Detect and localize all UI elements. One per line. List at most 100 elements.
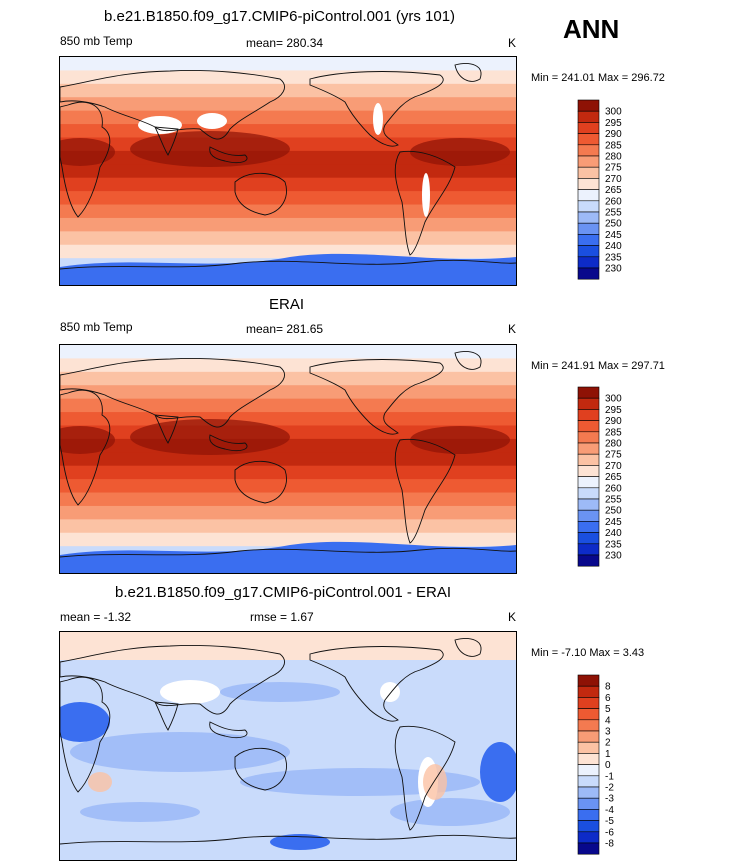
- panel-3-colorbar-tick-label: 8: [605, 682, 611, 693]
- panel-1-colorbar-tick-label: 230: [605, 264, 622, 275]
- panel-2-colorbar-box: [577, 521, 600, 533]
- panel-2-colorbar-tick-label: 285: [605, 427, 622, 438]
- panel-2-colorbar-tick-label: 245: [605, 517, 622, 528]
- panel-3-colorbar-box: [577, 730, 600, 743]
- panel-1-mean-label: mean= 280.34: [246, 36, 324, 50]
- panel-2-temperature-band: [60, 452, 516, 467]
- panel-3-coastline: [209, 721, 248, 739]
- panel-2-colorbar-box: [577, 476, 600, 489]
- panel-2-colorbar-tick-label: 230: [605, 551, 622, 562]
- panel-2-temperature-band: [60, 385, 516, 400]
- panel-1-colorbar-tick-label: 240: [605, 241, 622, 252]
- panel-3-colorbar-tick-label: 3: [605, 727, 611, 738]
- panel-2-temperature-band: [60, 465, 516, 480]
- panel-2-colorbar-box: [577, 487, 600, 500]
- panel-2-colorbar: 300 295 290 285 280 275 270 265 260 255 250 245 240 2…: [577, 386, 638, 571]
- panel-2-colorbar-box: [577, 543, 600, 556]
- panel-1-temperature-band: [60, 204, 516, 219]
- panel-1-coastline: [154, 126, 179, 156]
- panel-3-rmse-label: rmse = 1.67: [250, 610, 314, 624]
- panel-3-colorbar-tick-label: 0: [605, 760, 611, 771]
- panel-3-colorbar-tick-label: -6: [605, 827, 614, 838]
- panel-2-colorbar-tick-label: 280: [605, 439, 622, 450]
- panel-3-coastline: [60, 645, 285, 715]
- panel-1-coastline: [209, 146, 248, 164]
- panel-1-coastline: [234, 172, 287, 216]
- panel-3-coastline: [394, 725, 456, 831]
- panel-2-coastline: [209, 434, 248, 452]
- panel-1-colorbar-box: [577, 144, 600, 157]
- panel-2-colorbar-tick-label: 255: [605, 495, 622, 506]
- panel-1-colorbar-tick-label: 250: [605, 219, 622, 230]
- panel-2-colorbar-tick-label: 300: [605, 394, 622, 405]
- panel-1-masked-topography: [138, 116, 182, 134]
- panel-3-colorbar-box: [577, 820, 600, 833]
- panel-2-colorbar-tick-label: 270: [605, 461, 622, 472]
- panel-2-temperature-band: [60, 345, 516, 359]
- panel-2-temperature-band: [60, 519, 516, 534]
- panel-3-minmax: Min = -7.10 Max = 3.43: [531, 647, 645, 659]
- panel-1-masked-topography: [197, 113, 227, 129]
- panel-3-positive-region: [423, 764, 447, 800]
- panel-2-temperature-band: [60, 479, 516, 494]
- panel-1-colorbar-box: [577, 122, 600, 134]
- panel-3-mean-label: mean = -1.32: [60, 610, 132, 624]
- panel-3-colorbar-box: [577, 764, 600, 777]
- panel-2-colorbar-box: [577, 532, 600, 545]
- panel-3-colorbar-box: [577, 797, 600, 810]
- panel-1-colorbar-box: [577, 245, 600, 258]
- panel-1-colorbar-box: [577, 166, 600, 179]
- panel-2-variable-label: 850 mb Temp: [60, 320, 133, 334]
- panel-2-warm-region: [60, 426, 115, 454]
- panel-1-coastline: [60, 70, 285, 140]
- panel-2-coastline: [154, 414, 179, 444]
- panel-2-units-label: K: [508, 322, 517, 336]
- panel-1-temperature-band: [60, 177, 516, 192]
- panel-2-mean-label: mean= 281.65: [246, 322, 324, 336]
- panel-3-colorbar-tick-label: -5: [605, 816, 614, 827]
- season-label: ANN: [563, 14, 620, 44]
- panel-1-temperature-band: [60, 164, 516, 179]
- panel-1-warm-region: [60, 138, 115, 166]
- panel-2-coastline: [60, 358, 285, 428]
- panel-3-positive-region: [60, 632, 516, 660]
- panel-3-coastline: [154, 701, 179, 731]
- panel-1-colorbar-box: [577, 267, 600, 280]
- panel-3-masked-topography: [160, 680, 220, 704]
- panel-3-colorbar-tick-label: -4: [605, 805, 614, 816]
- panel-2-colorbar-box: [577, 498, 600, 511]
- panel-3-coastline: [234, 747, 287, 791]
- panel-3-colorbar-box: [577, 775, 600, 788]
- panel-2-colorbar-tick-label: 240: [605, 528, 622, 539]
- panel-3-title: b.e21.B1850.f09_g17.CMIP6-piControl.001 …: [115, 584, 452, 601]
- panel-1-coastline: [60, 101, 111, 218]
- panel-3-colorbar-box: [577, 674, 600, 687]
- panel-1-warm-region: [410, 138, 510, 166]
- panel-1-colorbar-box: [577, 133, 600, 146]
- panel-2-colorbar-tick-label: 250: [605, 506, 622, 517]
- panel-2-colorbar-tick-label: 235: [605, 539, 622, 550]
- panel-1-colorbar: 300 295 290 285 280 275 270 265 260 255 250 245 240 2…: [577, 99, 638, 284]
- panel-2-colorbar-box: [577, 465, 600, 477]
- panel-1-temperature-band: [60, 57, 516, 71]
- panel-1-coastline: [394, 150, 456, 256]
- panel-1-colorbar-box: [577, 256, 600, 269]
- panel-3-negative-region: [220, 682, 340, 702]
- panel-1-colorbar-tick-label: 255: [605, 208, 622, 219]
- panel-1-temperature-band: [60, 244, 516, 259]
- panel-1-colorbar-box: [577, 234, 600, 246]
- panel-2-colorbar-tick-label: 265: [605, 472, 622, 483]
- panel-2-colorbar-box: [577, 397, 600, 410]
- panel-2-coastline: [60, 547, 516, 558]
- panel-1-title: b.e21.B1850.f09_g17.CMIP6-piControl.001 …: [104, 8, 456, 25]
- panel-1-colorbar-tick-label: 290: [605, 129, 622, 140]
- panel-3-coastline: [454, 638, 482, 657]
- panel-3-colorbar-box: [577, 786, 600, 799]
- panel-1-colorbar-tick-label: 280: [605, 152, 622, 163]
- panel-1-temperature-band: [60, 110, 516, 125]
- panel-1-colorbar-box: [577, 222, 600, 235]
- panel-1-colorbar-tick-label: 295: [605, 118, 622, 129]
- panel-1-antarctic-region: [60, 253, 516, 285]
- panel-3-colorbar-box: [577, 741, 600, 754]
- panel-1-colorbar-box: [577, 99, 600, 112]
